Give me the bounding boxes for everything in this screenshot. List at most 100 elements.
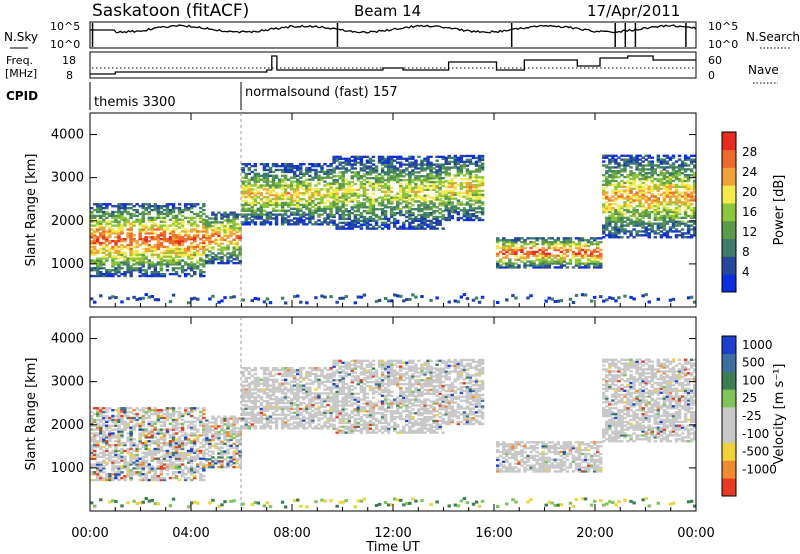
- power-cell: [171, 208, 176, 212]
- velocity-cell: [129, 455, 133, 458]
- velocity-cell: [162, 449, 167, 453]
- power-cell: [129, 216, 133, 220]
- power-cell: [250, 178, 255, 181]
- power-cell: [296, 192, 300, 195]
- power-cell: [665, 236, 670, 239]
- power-colorbar-label: Power [dB]: [772, 175, 787, 246]
- power-cell: [217, 261, 221, 265]
- power-cell: [571, 256, 576, 259]
- power-cell: [635, 216, 639, 220]
- power-cell: [435, 177, 439, 180]
- power-cell: [656, 212, 661, 216]
- power-cell: [353, 182, 358, 186]
- power-cell: [396, 227, 400, 230]
- power-cell: [423, 208, 427, 211]
- power-cell: [105, 253, 109, 256]
- velocity-cell: [126, 461, 130, 464]
- velocity-cell: [111, 424, 115, 427]
- power-cell: [144, 249, 148, 253]
- power-cell: [577, 252, 582, 256]
- power-cell: [311, 209, 315, 212]
- velocity-cell: [159, 445, 164, 449]
- velocity-cell: [99, 469, 103, 472]
- power-cell: [453, 160, 458, 163]
- power-cell: [677, 166, 682, 169]
- velocity-cell: [102, 455, 106, 458]
- power-cell: [171, 224, 176, 227]
- power-cell: [183, 247, 188, 251]
- power-cell: [220, 236, 224, 240]
- power-cell: [635, 154, 639, 157]
- velocity-echo-cells: [90, 358, 697, 509]
- power-cell: [532, 254, 536, 257]
- velocity-cell: [114, 424, 118, 427]
- power-cell: [589, 242, 594, 246]
- power-cell: [456, 201, 461, 204]
- power-cell: [271, 178, 276, 181]
- power-cell: [171, 238, 176, 241]
- power-cell: [420, 227, 424, 230]
- power-cell: [235, 246, 239, 249]
- velocity-cell: [141, 410, 145, 414]
- power-cell: [177, 251, 182, 254]
- power-cell: [386, 225, 391, 228]
- velocity-cell: [144, 445, 148, 449]
- power-cell: [662, 168, 667, 171]
- power-cell: [399, 225, 403, 228]
- velocity-cell: [159, 459, 164, 462]
- power-cell: [389, 171, 394, 174]
- power-cell: [617, 220, 621, 223]
- velocity-cell: [132, 449, 136, 453]
- power-cell: [299, 199, 303, 203]
- power-cell: [223, 211, 227, 214]
- velocity-cell: [156, 475, 161, 478]
- power-cell: [405, 157, 409, 160]
- power-cell: [302, 219, 306, 222]
- power-cell: [259, 194, 264, 197]
- power-cell: [429, 202, 433, 205]
- power-cell: [326, 221, 330, 224]
- velocity-cell: [123, 455, 127, 458]
- power-cell: [217, 248, 221, 251]
- power-cell: [629, 210, 633, 214]
- power-cell: [253, 213, 258, 216]
- power-cell: [99, 216, 103, 220]
- power-cell: [274, 221, 279, 224]
- power-cell: [596, 264, 600, 267]
- power-cell: [344, 227, 348, 230]
- power-cell: [414, 167, 418, 170]
- power-cell: [135, 218, 139, 221]
- power-cell: [329, 215, 333, 218]
- power-cell: [177, 222, 182, 225]
- power-cell: [680, 191, 685, 194]
- power-cell: [156, 238, 161, 241]
- power-cell: [402, 175, 406, 178]
- velocity-cell: [144, 410, 148, 414]
- power-cell: [186, 234, 191, 237]
- power-cell: [211, 211, 215, 214]
- power-cell: [662, 166, 667, 169]
- power-cell: [444, 170, 448, 173]
- power-cell: [196, 267, 200, 270]
- power-cell: [423, 227, 427, 230]
- power-cell: [468, 191, 473, 195]
- power-cell: [602, 206, 606, 210]
- power-cell: [423, 163, 427, 166]
- power-cell: [208, 258, 212, 261]
- power-cell: [638, 183, 642, 187]
- power-cell: [644, 232, 648, 235]
- power-cell: [541, 262, 545, 265]
- power-cell: [335, 190, 339, 193]
- power-cell: [356, 173, 361, 176]
- power-cell: [171, 205, 176, 208]
- power-cell: [559, 260, 564, 263]
- power-cell: [405, 219, 409, 223]
- power-cell: [617, 226, 621, 229]
- power-cell: [432, 225, 436, 228]
- power-cell: [535, 242, 539, 246]
- power-cell: [605, 156, 609, 159]
- power-cell: [371, 206, 376, 209]
- power-cell: [650, 210, 654, 214]
- power-cell: [271, 174, 276, 177]
- power-cell: [511, 242, 515, 246]
